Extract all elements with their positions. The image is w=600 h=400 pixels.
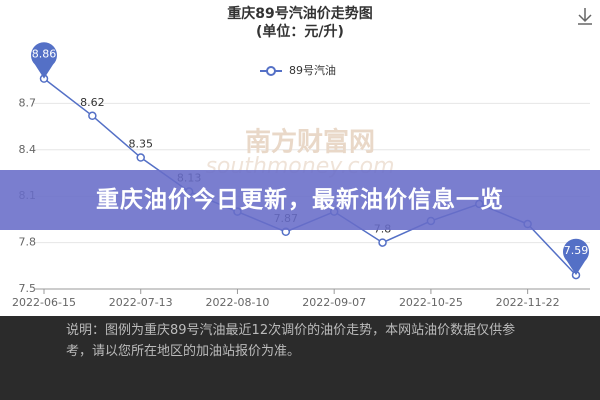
x-tick-label: 2022-06-15 [12, 296, 76, 309]
pin [31, 42, 57, 79]
y-tick-label: 7.5 [19, 282, 37, 295]
x-tick-label: 2022-08-10 [205, 296, 269, 309]
pin [563, 238, 589, 276]
banner: 重庆油价今日更新，最新油价信息一览 [0, 170, 600, 230]
y-tick-label: 8.4 [19, 143, 37, 156]
note: 说明：图例为重庆89号汽油最近12次调价的油价走势，本网站油价数据仅供参考，请以… [0, 316, 600, 400]
chart-title: 重庆89号汽油价走势图 [227, 5, 372, 22]
point [136, 153, 145, 162]
value-label: 8.35 [128, 138, 153, 151]
legend-marker [266, 66, 276, 76]
point [378, 238, 387, 247]
x-tick-label: 2022-10-25 [399, 296, 463, 309]
chart-subtitle: (单位：元/升) [256, 23, 344, 40]
watermark: 南方财富网 [245, 127, 375, 158]
point [88, 111, 97, 121]
y-tick-label: 7.8 [19, 236, 37, 249]
pin-label: 7.59 [564, 244, 589, 257]
pin-label: 8.86 [32, 48, 57, 61]
x-tick-label: 2022-07-13 [109, 296, 173, 309]
legend-label: 89号汽油 [289, 63, 336, 77]
x-tick-label: 2022-11-22 [496, 296, 560, 309]
y-tick-label: 8.7 [19, 96, 37, 109]
x-tick-label: 2022-09-07 [302, 296, 366, 309]
value-label: 8.62 [80, 96, 105, 109]
download-icon[interactable] [578, 8, 592, 25]
